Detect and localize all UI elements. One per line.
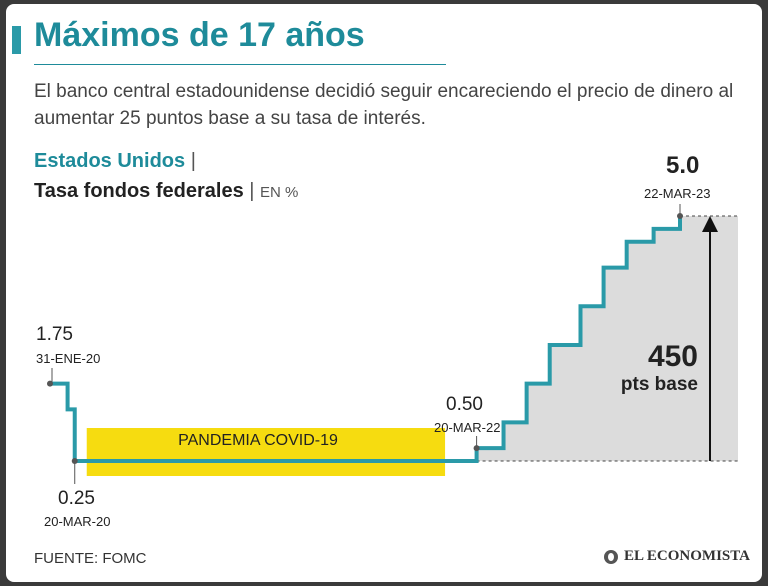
title-accent-bar bbox=[12, 26, 21, 54]
infographic-card: Máximos de 17 años El banco central esta… bbox=[6, 4, 762, 582]
first-hike-date-label: 20-MAR-22 bbox=[434, 420, 501, 435]
chart-area bbox=[47, 204, 738, 484]
latest-value-label: 5.0 bbox=[666, 152, 700, 179]
rate-series-line bbox=[50, 216, 682, 463]
start-point-marker bbox=[47, 380, 53, 387]
first-hike-value-label: 0.50 bbox=[446, 394, 483, 415]
brand-name: EL ECONOMISTA bbox=[624, 548, 750, 564]
legend-series: Tasa fondos federales | EN % bbox=[34, 180, 298, 203]
source-note: FUENTE: FOMC bbox=[34, 550, 147, 567]
pandemic-band-label: PANDEMIA COVID-19 bbox=[178, 432, 338, 449]
globe-icon bbox=[604, 549, 618, 564]
first-hike-point-marker bbox=[473, 445, 480, 452]
separator: | bbox=[190, 150, 196, 172]
increase-value: 450 bbox=[647, 340, 698, 373]
page-title: Máximos de 17 años bbox=[34, 16, 365, 54]
low-point-marker bbox=[71, 458, 78, 464]
latest-point-marker bbox=[677, 213, 683, 219]
country-label: Estados Unidos bbox=[34, 150, 186, 172]
increase-label: pts base bbox=[620, 374, 698, 395]
arrow-up-icon bbox=[702, 216, 718, 232]
unit-label: EN % bbox=[260, 184, 299, 201]
series-label: Tasa fondos federales bbox=[34, 180, 244, 202]
start-value-label: 1.75 bbox=[36, 324, 73, 345]
brand-logo: EL ECONOMISTA bbox=[604, 548, 750, 565]
rate-increase-area bbox=[476, 216, 738, 461]
start-date-label: 31-ENE-20 bbox=[36, 351, 101, 366]
pandemic-band bbox=[86, 428, 446, 476]
low-date-label: 20-MAR-20 bbox=[44, 514, 111, 529]
latest-date-label: 22-MAR-23 bbox=[644, 186, 711, 201]
subtitle: El banco central estadounidense decidió … bbox=[34, 81, 734, 129]
title-divider bbox=[34, 64, 446, 65]
low-value-label: 0.25 bbox=[58, 488, 95, 509]
separator: | bbox=[249, 180, 255, 202]
legend-country: Estados Unidos | bbox=[34, 150, 196, 173]
